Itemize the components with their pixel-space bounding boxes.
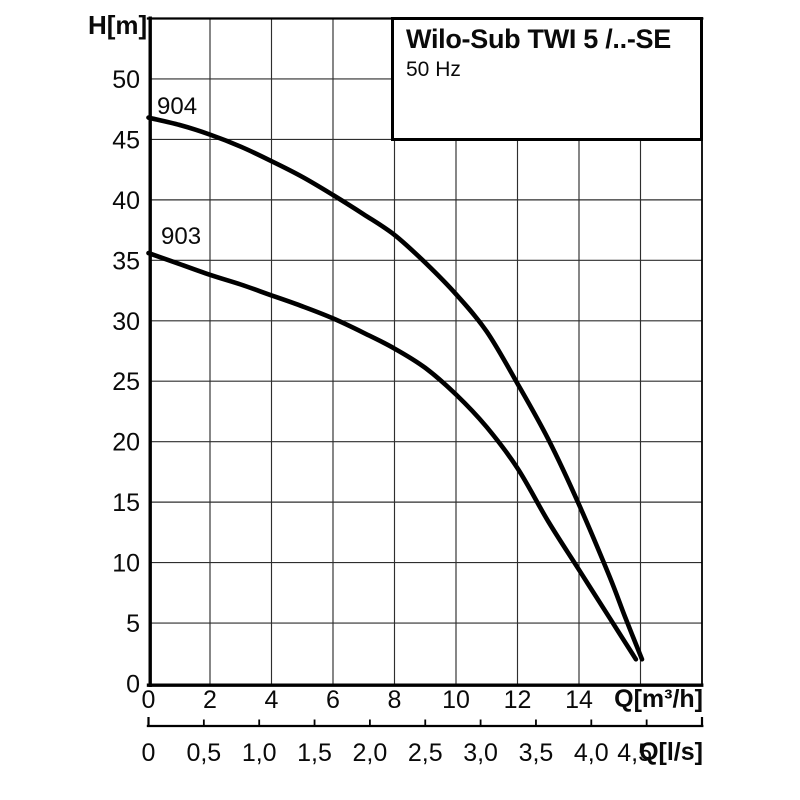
x-tick-label: 8 — [388, 686, 402, 714]
lps-tick-label: 0,5 — [186, 739, 221, 767]
x2-axis-title: Q[l/s] — [639, 738, 703, 766]
lps-tick-label: 2,0 — [353, 739, 388, 767]
y-tick-label: 40 — [112, 187, 140, 215]
lps-tick-label: 3,0 — [463, 739, 498, 767]
chart-subtitle: 50 Hz — [406, 58, 461, 81]
y-tick-label: 5 — [126, 610, 140, 638]
chart-title: Wilo-Sub TWI 5 /..-SE — [406, 24, 671, 54]
x-tick-label: 0 — [142, 686, 156, 714]
lps-tick-label: 4,0 — [574, 739, 609, 767]
x-tick-label: 6 — [326, 686, 340, 714]
lps-tick-label: 1,5 — [297, 739, 332, 767]
y-tick-label: 10 — [112, 550, 140, 578]
curve-label-904: 904 — [157, 93, 198, 120]
lps-tick-label: 0 — [142, 739, 156, 767]
lps-tick-label: 1,0 — [242, 739, 277, 767]
pump-curve-903 — [146, 250, 639, 662]
lps-tick-label: 2,5 — [408, 739, 443, 767]
lps-tick-label: 4,5 — [617, 739, 652, 767]
y-tick-label: 20 — [112, 429, 140, 457]
x-tick-label: 10 — [442, 686, 470, 714]
lps-tick-label: 3,5 — [519, 739, 554, 767]
title-box: Wilo-Sub TWI 5 /..-SE 50 Hz — [391, 17, 703, 141]
y-tick-label: 45 — [112, 126, 140, 154]
y-tick-label: 0 — [126, 671, 140, 699]
x-tick-label: 14 — [565, 686, 593, 714]
x-axis-title: Q[m³/h] — [614, 685, 703, 713]
x-tick-label: 2 — [203, 686, 217, 714]
x-tick-label: 12 — [504, 686, 532, 714]
y-axis-title: H[m] — [88, 10, 148, 40]
curve-label-903: 903 — [161, 223, 202, 250]
y-tick-label: 50 — [112, 66, 140, 94]
y-tick-label: 30 — [112, 308, 140, 336]
y-tick-label: 35 — [112, 247, 140, 275]
y-tick-label: 15 — [112, 489, 140, 517]
pump-curve-904 — [146, 115, 645, 662]
x-tick-label: 4 — [265, 686, 279, 714]
y-tick-label: 25 — [112, 368, 140, 396]
